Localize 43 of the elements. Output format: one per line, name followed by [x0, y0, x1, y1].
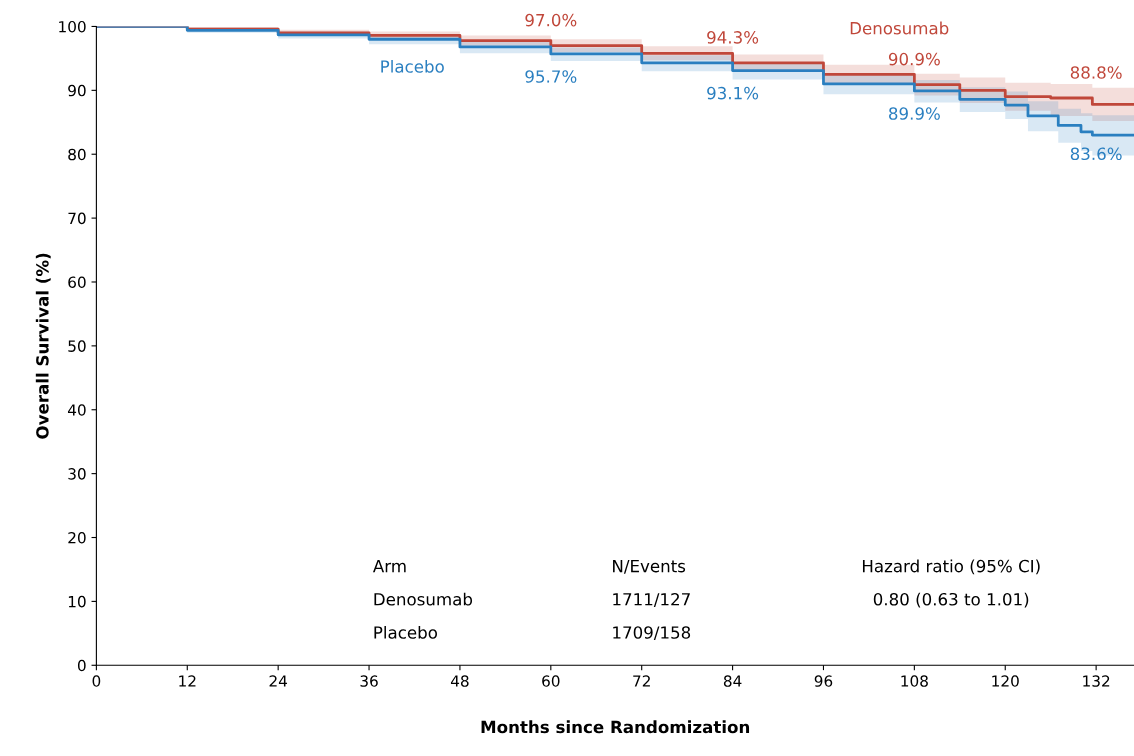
- x-tick-label: 24: [269, 675, 288, 687]
- x-tick-label: 36: [360, 675, 378, 687]
- x-axis-title: Months since Randomization: [481, 720, 750, 734]
- x-tick-label: 12: [179, 675, 196, 687]
- x-tick-label: 132: [1083, 675, 1110, 687]
- annotation: 1709/158: [613, 626, 691, 641]
- y-tick-label: 70: [68, 212, 86, 225]
- text: Denosumab: [850, 21, 949, 35]
- y-tick-label: 80: [68, 148, 86, 161]
- x-tick-label: 72: [633, 675, 650, 687]
- y-tick-label: 100: [59, 20, 86, 33]
- annotation: 1711/127: [613, 592, 690, 607]
- annotation: N/Events: [613, 559, 686, 574]
- x-tick-label: 48: [450, 675, 469, 687]
- x-tick-label: 96: [814, 675, 833, 687]
- annotation: 83.6%: [1070, 147, 1122, 161]
- y-axis-title: Overall Survival (%): [35, 253, 51, 439]
- annotation: Placebo: [374, 625, 438, 639]
- y-tick-label: 0: [77, 659, 86, 672]
- annotation: 89.9%: [889, 107, 940, 120]
- annotation: 95.7%: [525, 70, 577, 83]
- y-tick-label: 30: [68, 468, 86, 480]
- annotation: 94.3%: [707, 31, 759, 44]
- annotation: 88.8%: [1070, 66, 1122, 79]
- x-tick-label: 120: [992, 675, 1019, 687]
- annotation: 0.80 (0.63 to 1.01): [873, 592, 1029, 608]
- x-tick-label: 108: [901, 675, 928, 687]
- y-tick-label: 40: [67, 404, 86, 416]
- y-tick-label: 90: [68, 84, 86, 97]
- annotation: Hazard ratio (95% CI): [862, 559, 1040, 575]
- series-label: Placebo: [381, 59, 444, 73]
- y-tick-label: 20: [68, 531, 86, 544]
- x-tick-label: 0: [92, 675, 101, 687]
- x-tick-label: 60: [542, 675, 560, 687]
- annotation: 97.0%: [525, 13, 577, 27]
- x-tick-label: 84: [723, 675, 742, 687]
- y-tick-label: 60: [68, 276, 86, 289]
- annotation: 93.1%: [707, 86, 759, 100]
- annotation: Denosumab: [374, 592, 473, 606]
- annotation: Arm: [372, 559, 406, 573]
- annotation: 90.9%: [888, 52, 940, 66]
- y-tick-label: 50: [68, 340, 86, 352]
- y-tick-label: 10: [68, 595, 86, 608]
